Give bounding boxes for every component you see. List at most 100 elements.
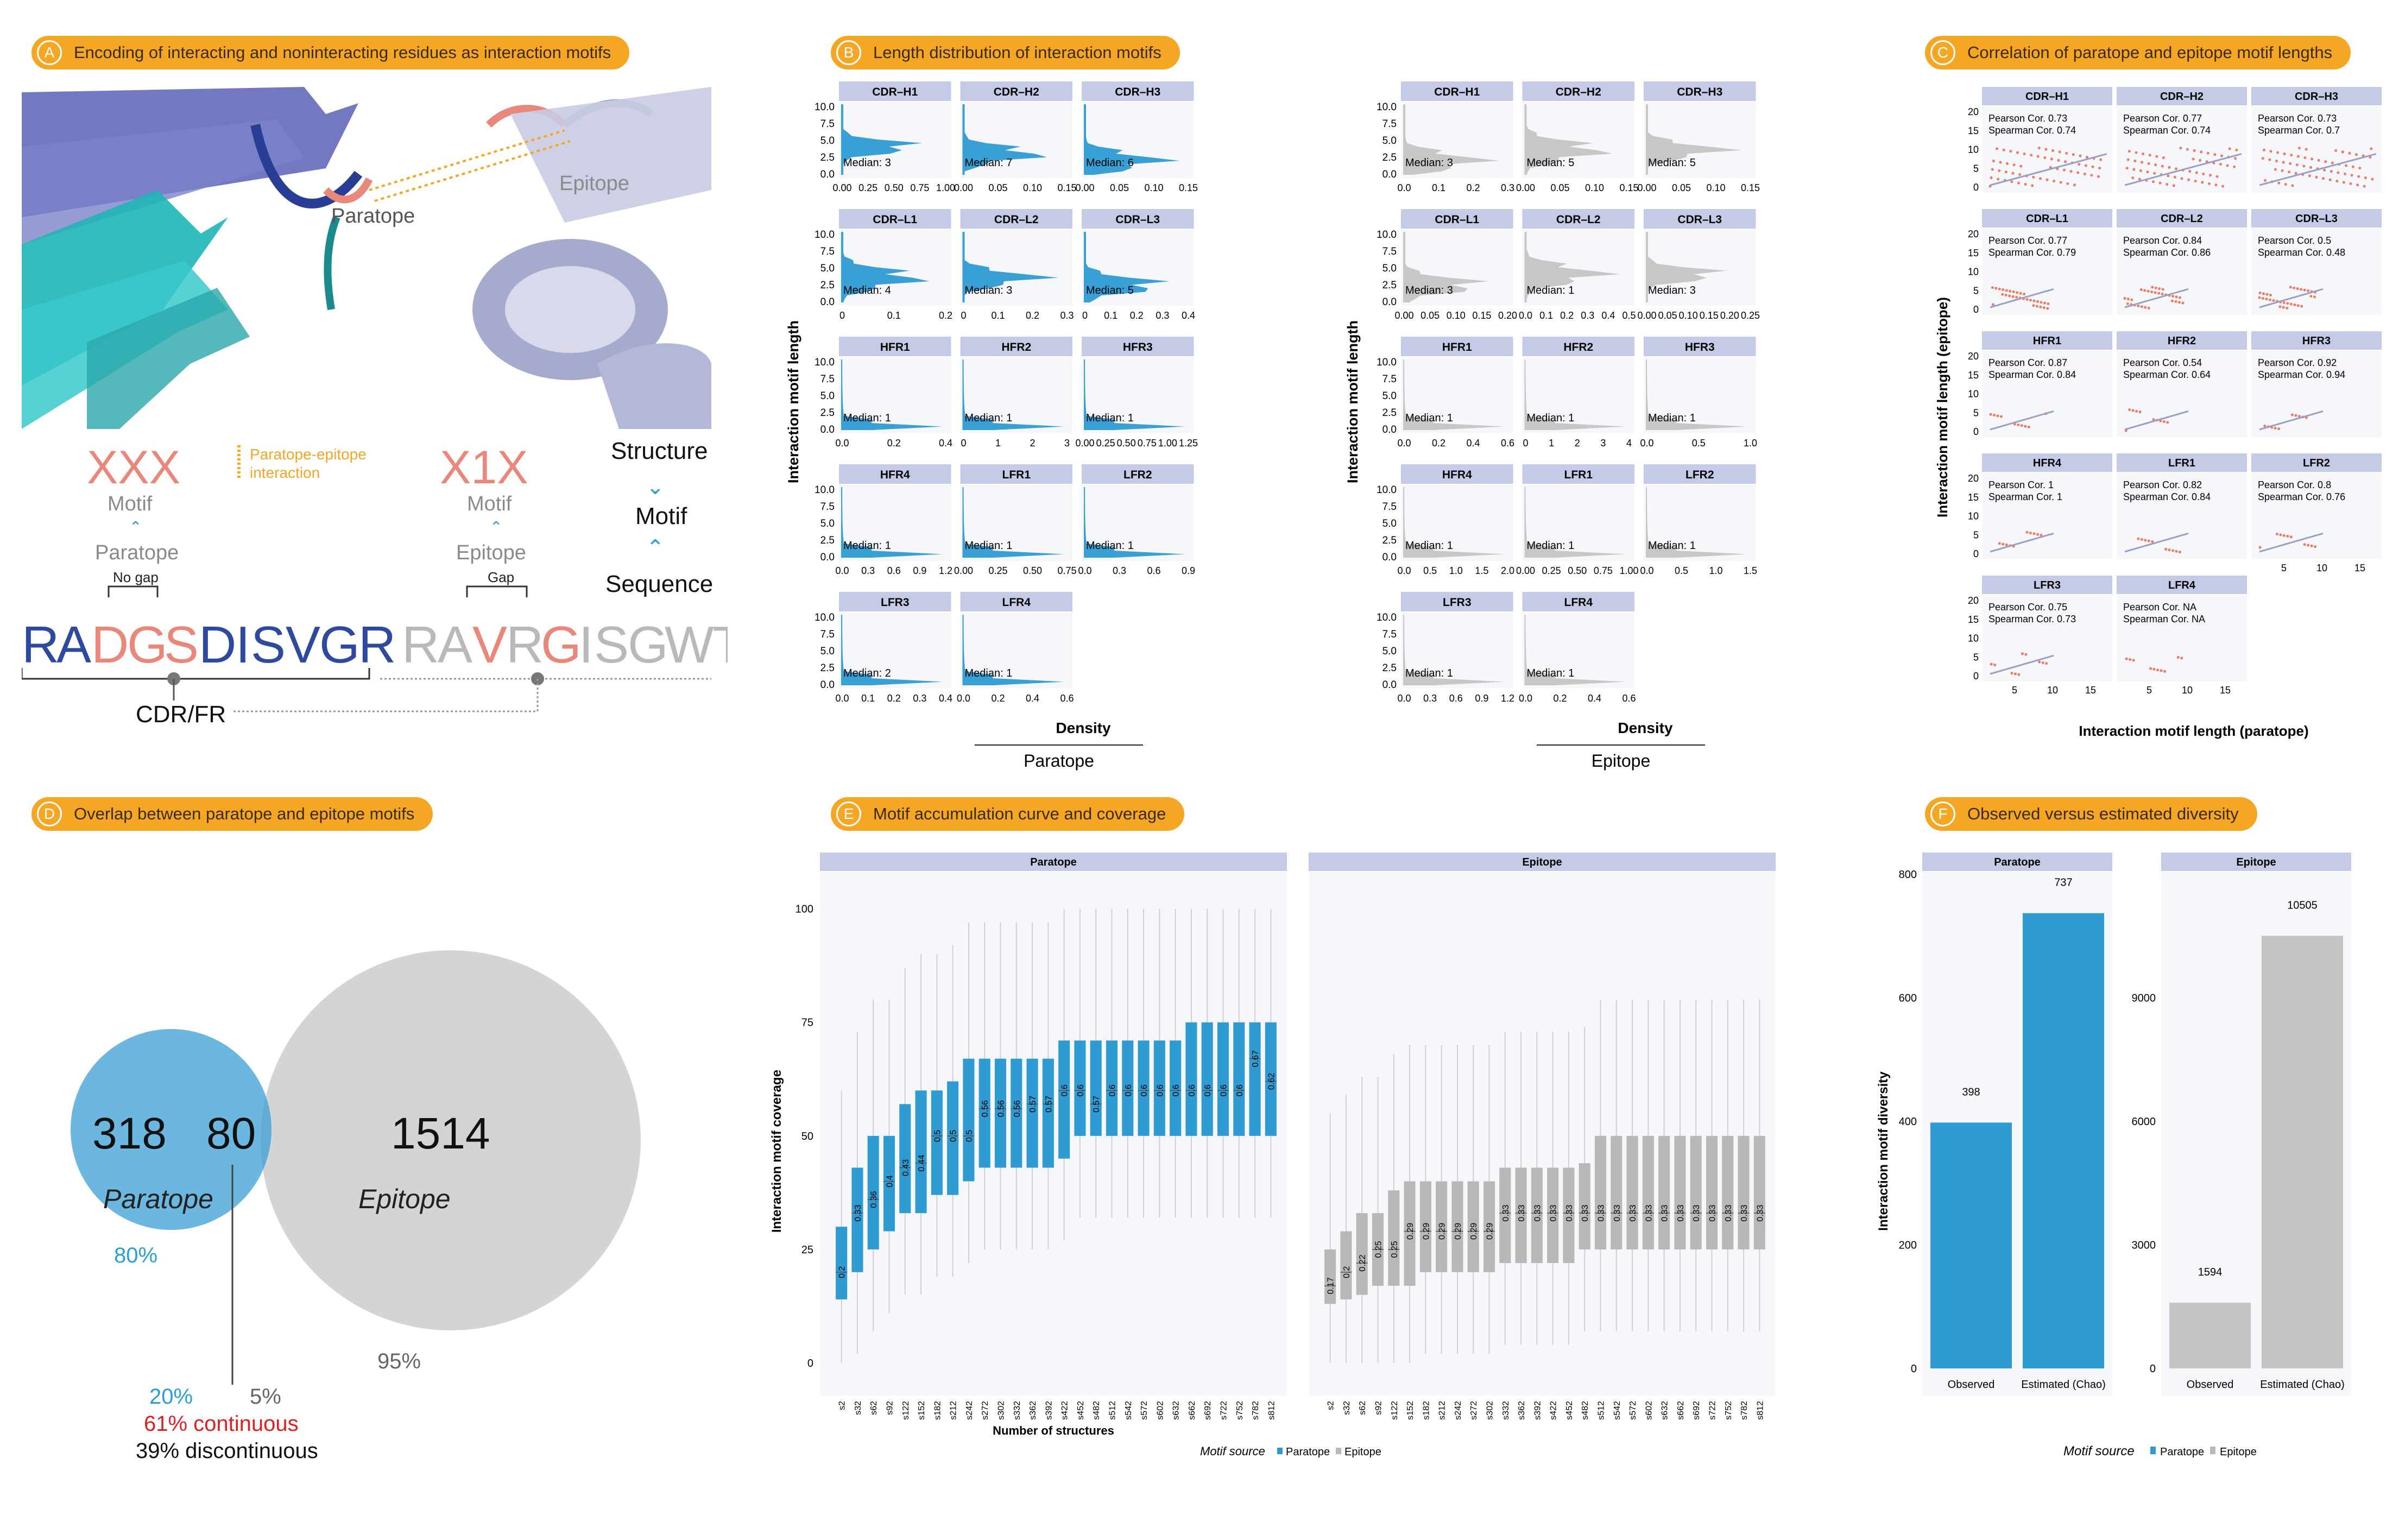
- density-area: [1646, 487, 1747, 558]
- scatter-point: [2000, 415, 2003, 418]
- box: [1185, 1022, 1197, 1136]
- y-tick: 600: [1899, 993, 1917, 1005]
- box: [994, 1058, 1007, 1168]
- facet-panel: [2117, 351, 2247, 437]
- x-tick: 5: [2012, 685, 2017, 696]
- x-tick: s212: [1438, 1401, 1447, 1420]
- trend-line: [2259, 532, 2324, 553]
- facet-title: HFR1: [880, 341, 910, 354]
- box-label: 0.6: [1060, 1084, 1070, 1096]
- x-tick: s332: [1501, 1401, 1511, 1420]
- ylabel: Interaction motif coverage: [769, 1070, 784, 1233]
- box: [1404, 1181, 1416, 1286]
- facet-strip: [839, 592, 951, 611]
- facet-title: LFR3: [1443, 596, 1472, 609]
- x-tick: 0.00: [954, 182, 973, 193]
- facet-title: CDR–H1: [1434, 86, 1480, 98]
- scatter-point: [2161, 165, 2164, 168]
- scatter-point: [2017, 181, 2020, 185]
- x-tick: 0.3: [1423, 693, 1437, 704]
- density-area: [1524, 104, 1613, 175]
- scatter-point: [2040, 534, 2043, 537]
- scatter-point: [2043, 301, 2046, 305]
- facet-title: LFR4: [1564, 596, 1593, 609]
- scatter-point: [2137, 537, 2140, 540]
- x-tick: 0.00: [1637, 182, 1656, 193]
- y-tick: 5: [1973, 407, 1979, 418]
- svg-text:W: W: [665, 616, 714, 674]
- scatter-point: [2017, 673, 2021, 676]
- density-area: [1084, 359, 1185, 430]
- x-tick: s272: [981, 1401, 990, 1420]
- facet-strip: [2251, 331, 2382, 350]
- x-tick: s512: [1597, 1401, 1606, 1420]
- x-tick: s482: [1092, 1401, 1101, 1420]
- median-label: Median: 3: [1648, 285, 1696, 296]
- box-label: 0.62: [1267, 1073, 1276, 1090]
- scatter-point: [2193, 149, 2196, 152]
- box: [1563, 1167, 1575, 1263]
- x-tick: s152: [1406, 1401, 1415, 1420]
- scatter-point: [2017, 423, 2020, 426]
- spearman-label: Spearman Cor. 0.74: [2123, 125, 2211, 136]
- x-tick: s212: [949, 1401, 958, 1420]
- scatter-point: [2041, 661, 2044, 664]
- scatter-point: [2168, 166, 2171, 169]
- x-tick: 0.9: [1475, 693, 1488, 704]
- scatter-point: [2002, 148, 2005, 152]
- x-tick: 0.00: [1516, 565, 1535, 576]
- scatter-point: [2214, 184, 2218, 187]
- spearman-label: Spearman Cor. 0.64: [2123, 369, 2211, 380]
- scatter-point: [2296, 287, 2299, 291]
- facet-title: HFR3: [1685, 341, 1715, 354]
- chevron-down-icon: ⌄: [646, 475, 665, 499]
- x-tick: s602: [1156, 1401, 1165, 1420]
- median-label: Median: 1: [965, 667, 1013, 679]
- spearman-label: Spearman Cor. 0.74: [1988, 125, 2076, 136]
- scatter-point: [2005, 543, 2008, 546]
- scatter-point: [2179, 147, 2182, 150]
- facet-strip: [2117, 576, 2247, 594]
- scatter-point: [2079, 154, 2082, 157]
- box: [1419, 1181, 1431, 1272]
- x-tick: 3: [1064, 438, 1070, 449]
- epitope-structure-label: Epitope: [559, 172, 629, 195]
- x-tick: 2: [1030, 438, 1035, 449]
- scatter-point: [2127, 150, 2131, 153]
- median-label: Median: 5: [1527, 157, 1575, 169]
- y-tick: 20: [1968, 595, 1979, 606]
- box-label: 0.17: [1327, 1277, 1336, 1294]
- panel-b-density-plots: Interaction motif length Interaction moti…: [785, 81, 1760, 771]
- trend-line: [2124, 153, 2242, 186]
- y-tick: 7.5: [1382, 374, 1397, 385]
- x-tick: 0.0: [1640, 438, 1653, 449]
- x-tick: 0.5: [1692, 438, 1706, 449]
- scatter-point: [2078, 162, 2081, 166]
- scatter-point: [2350, 174, 2353, 177]
- box: [1265, 1022, 1277, 1136]
- box: [1388, 1190, 1400, 1286]
- y-tick: 0.0: [1382, 679, 1397, 691]
- x-tick: s32: [1342, 1401, 1352, 1415]
- y-tick: 5.0: [820, 390, 835, 402]
- y-tick: 2.5: [1382, 152, 1397, 163]
- x-tick: 0.00: [954, 565, 973, 576]
- y-tick: 7.5: [820, 629, 835, 640]
- density-area: [1084, 104, 1180, 175]
- scatter-point: [2262, 148, 2265, 152]
- density-area: [841, 232, 930, 302]
- panel-f-header: F Observed versus estimated diversity: [1925, 797, 2257, 831]
- density-area: [1524, 232, 1620, 302]
- box-label: 0.33: [1597, 1204, 1606, 1221]
- svg-text:S: S: [594, 616, 629, 674]
- paratope-pct: 80%: [114, 1244, 157, 1267]
- scatter-point: [1993, 414, 1996, 417]
- spearman-label: Spearman Cor. 1: [1988, 491, 2062, 502]
- y-tick: 2.5: [1382, 407, 1397, 419]
- y-tick: 0.0: [1382, 296, 1397, 308]
- panel-a-figure: Paratope Epitope XXX Motif ⌃ Paratope No…: [22, 81, 728, 728]
- box-label: 0.33: [1565, 1204, 1574, 1221]
- scatter-point: [2019, 292, 2022, 295]
- scatter-point: [2030, 154, 2033, 157]
- scatter-point: [2215, 175, 2219, 178]
